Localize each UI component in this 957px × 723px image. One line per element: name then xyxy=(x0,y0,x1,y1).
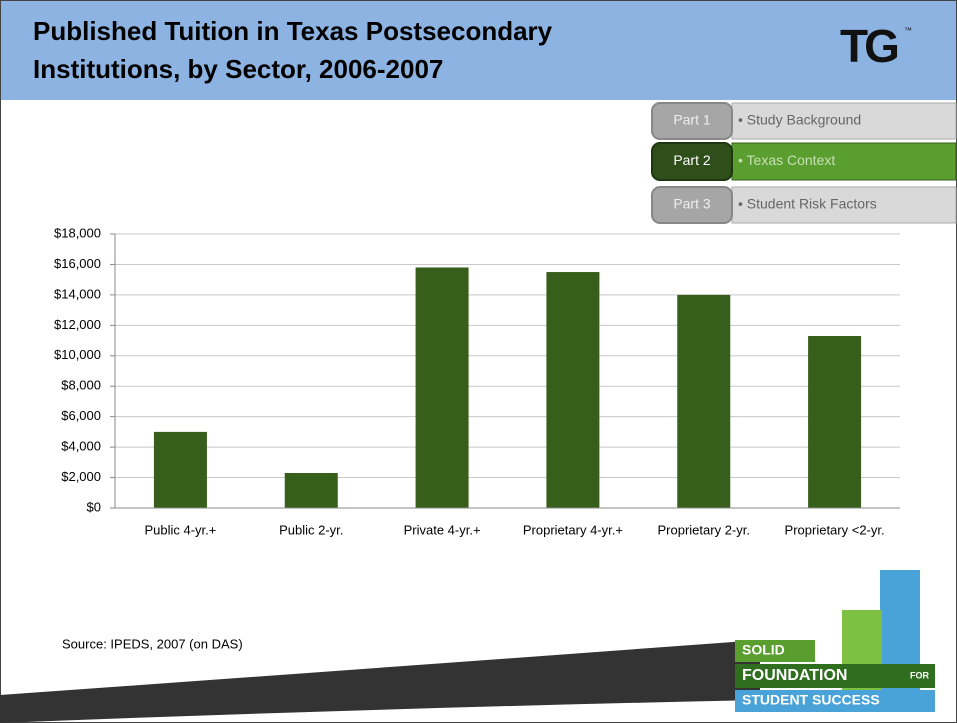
x-tick-label: Public 2-yr. xyxy=(279,522,343,537)
logo-mark: ™ xyxy=(904,26,912,35)
logo-box xyxy=(735,690,935,712)
logo-box xyxy=(735,664,935,688)
nav-topic: • Texas Context xyxy=(738,152,835,168)
logo-box xyxy=(735,640,815,662)
logo-word: FOUNDATION xyxy=(742,667,847,684)
y-tick-label: $0 xyxy=(87,499,101,514)
x-tick-label: Private 4-yr.+ xyxy=(404,522,481,537)
x-tick-label: Proprietary 2-yr. xyxy=(658,522,750,537)
nav-topic-box xyxy=(731,142,957,181)
source: Source: IPEDS, 2007 (on DAS) xyxy=(62,636,243,651)
bar xyxy=(677,294,731,508)
nav-part-box xyxy=(651,142,733,181)
title-line: Published Tuition in Texas Postsecondary xyxy=(33,16,553,46)
logo-word: SOLID xyxy=(742,642,785,658)
nav-topic: • Study Background xyxy=(738,112,861,128)
x-tick-label: Proprietary <2-yr. xyxy=(785,522,885,537)
nav-part: Part 1 xyxy=(673,112,711,128)
y-tick-label: $10,000 xyxy=(54,347,101,362)
logo-word: FOR xyxy=(910,670,929,680)
nav-part: Part 3 xyxy=(673,196,711,212)
bar xyxy=(808,335,862,508)
logo-word: STUDENT SUCCESS xyxy=(742,692,880,708)
nav-topic-box xyxy=(731,102,957,140)
title-line: Institutions, by Sector, 2006-2007 xyxy=(33,54,443,84)
footer-logo: SOLID FOUNDATION FOR STUDENT SUCCESS xyxy=(735,570,935,712)
nav-part: Part 2 xyxy=(673,152,711,168)
y-tick-label: $2,000 xyxy=(61,469,101,484)
y-tick-label: $14,000 xyxy=(54,286,101,301)
bar xyxy=(284,472,338,508)
y-tick-label: $4,000 xyxy=(61,439,101,454)
bar xyxy=(153,431,207,508)
nav-part-box xyxy=(651,186,733,224)
y-tick-label: $6,000 xyxy=(61,408,101,423)
logo-text: TG xyxy=(840,20,897,72)
header-band xyxy=(0,0,957,100)
nav-topic-box xyxy=(731,186,957,224)
y-tick-label: $12,000 xyxy=(54,317,101,332)
x-tick-label: Public 4-yr.+ xyxy=(144,522,216,537)
y-tick-label: $16,000 xyxy=(54,256,101,271)
bar xyxy=(546,272,600,508)
nav-part-box xyxy=(651,102,733,140)
y-tick-label: $18,000 xyxy=(54,225,101,240)
nav-topic: • Student Risk Factors xyxy=(738,196,877,212)
bar xyxy=(415,267,469,508)
x-tick-label: Proprietary 4-yr.+ xyxy=(523,522,623,537)
y-tick-label: $8,000 xyxy=(61,378,101,393)
swoosh xyxy=(0,640,760,723)
